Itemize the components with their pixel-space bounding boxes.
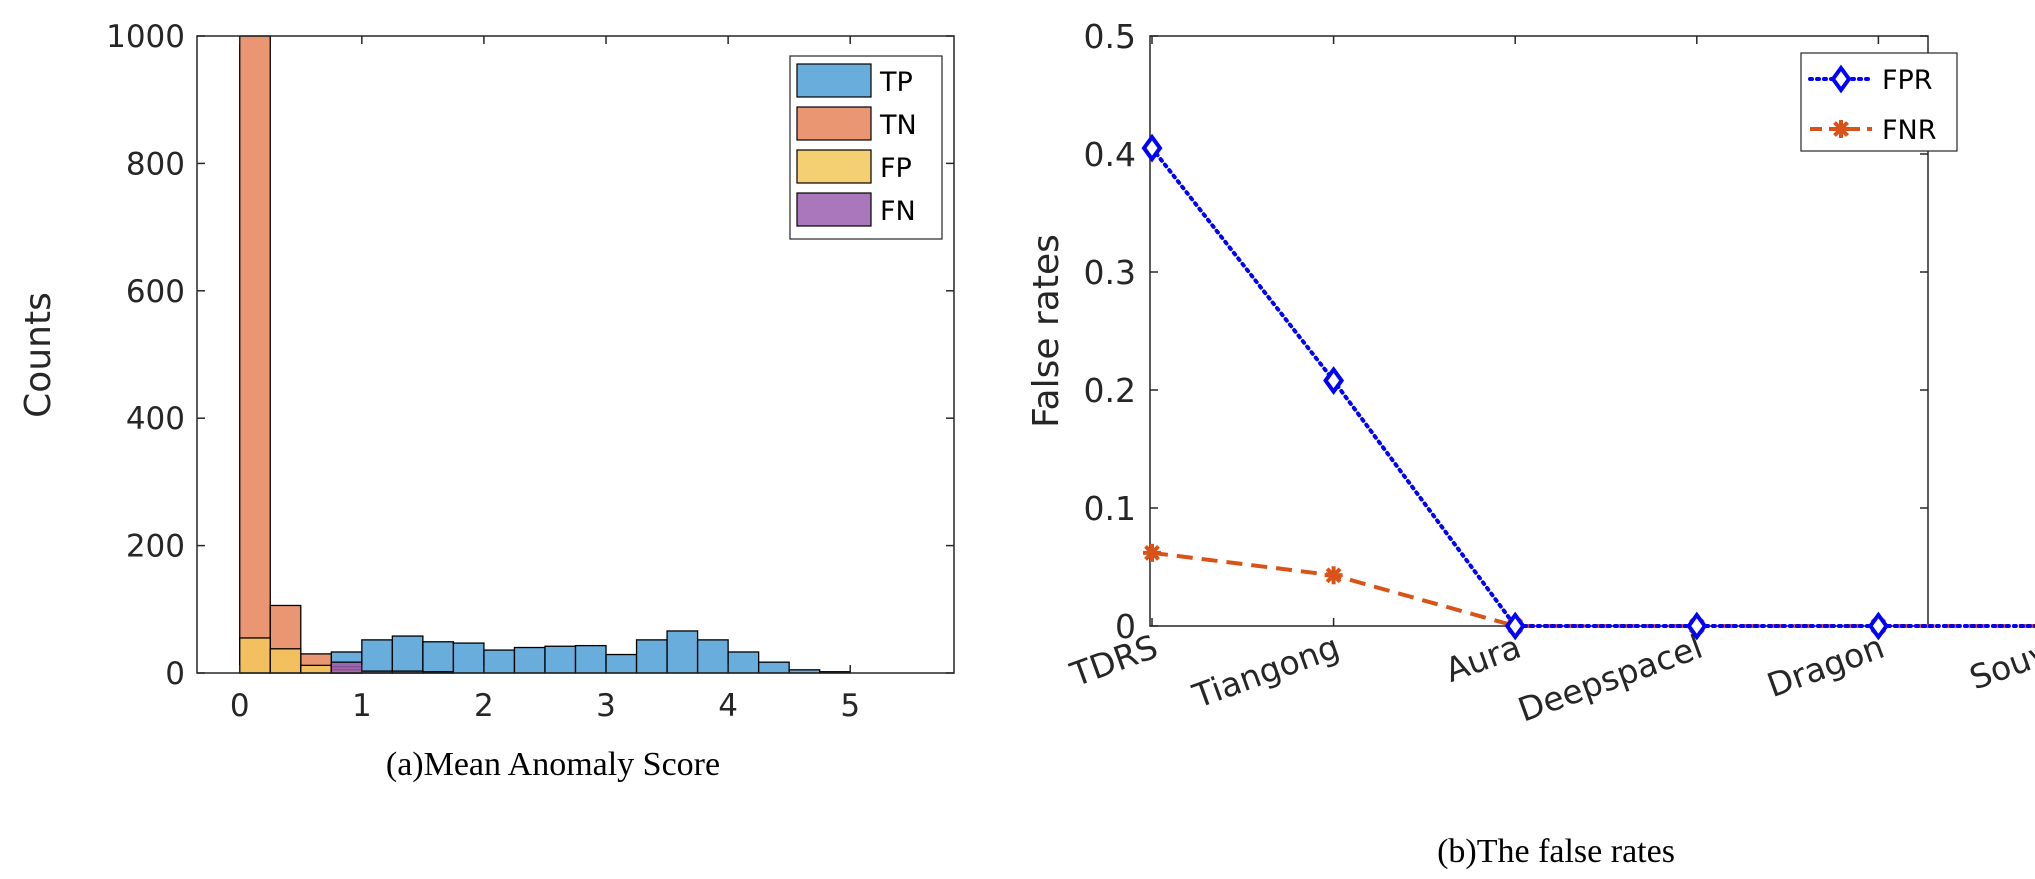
bar-tp-4 — [361, 639, 394, 674]
false-rates-panel: 00.10.20.30.40.5 TDRS Tiangong AuraDeepspa… — [1026, 17, 2035, 870]
point-fpr-3 — [1686, 611, 1708, 641]
point-fnr-1 — [1324, 566, 1343, 585]
point-fnr-0 — [1143, 543, 1161, 562]
legend-label-tp: TP — [879, 67, 913, 98]
histogram-caption: (a)Mean Anomaly Score — [386, 746, 720, 783]
bar-tp-8 — [483, 649, 516, 674]
histogram-y-ticks: 0 200 400 600 800 1000 — [106, 19, 954, 692]
y-tick-label: 0.5 — [1084, 17, 1136, 56]
false-rates-legend-box — [1800, 52, 1958, 152]
x-tick-label: Tiangong — [1187, 627, 1345, 716]
bar-tp-15 — [696, 639, 729, 674]
x-tick-label: 1 — [352, 688, 372, 724]
point-fpr-1 — [1323, 366, 1345, 395]
legend-swatch-tn — [796, 106, 872, 141]
y-tick-label: 0.4 — [1084, 135, 1136, 174]
x-tick-label: 4 — [718, 688, 738, 724]
bar-tp-5 — [391, 635, 424, 674]
y-tick-label: 400 — [126, 401, 185, 437]
legend-swatch-tp — [796, 63, 872, 98]
y-tick-label: 600 — [126, 274, 185, 310]
y-tick-label: 200 — [126, 529, 185, 565]
point-fpr-2 — [1504, 611, 1526, 641]
x-tick-label: 3 — [596, 688, 616, 724]
y-tick-label: 0.1 — [1084, 489, 1136, 528]
line-fpr — [1150, 146, 2035, 628]
legend-swatch-fn — [796, 192, 872, 227]
bar-tp-9 — [513, 646, 546, 674]
y-tick-label: 0 — [165, 656, 185, 692]
histogram-legend: TP TN FP FN — [789, 55, 943, 240]
bar-tp-17 — [757, 661, 790, 674]
x-tick-label: TDRS — [1064, 627, 1162, 695]
legend-label-tn: TN — [879, 110, 917, 141]
x-tick-label: 2 — [474, 688, 494, 724]
legend-swatch-fp — [796, 149, 872, 184]
bar-fp-2 — [300, 664, 332, 674]
bar-tp-14 — [666, 630, 699, 674]
y-tick-label: 0.3 — [1084, 253, 1136, 292]
x-tick-label: 0 — [230, 688, 250, 724]
bar-fp-1 — [269, 648, 302, 674]
bar-tn-0 — [239, 35, 271, 674]
false-rates-y-ticks: 0 0.1 0.2 0.3 0.4 0.5 — [1084, 17, 1928, 646]
histogram-axes-box — [196, 35, 955, 674]
bar-tp-10 — [544, 645, 577, 674]
bar-tp-12 — [605, 653, 638, 674]
x-tick-label: Deepspacel — [1513, 627, 1708, 730]
bar-tp-13 — [635, 639, 668, 674]
legend-marker-fnr — [1832, 120, 1850, 138]
histogram-bars — [239, 35, 851, 674]
histogram-panel: 0 1 2 3 4 5 0 200 400 600 800 1000 Counts TP TN FP FN… — [18, 19, 955, 783]
x-tick-label: Souyz — [1964, 627, 2035, 697]
false-rates-caption: (b)The false rates — [1437, 833, 1675, 870]
bar-tp-16 — [727, 651, 760, 674]
legend-label-fpr: FPR — [1882, 65, 1933, 96]
legend-label-fp: FP — [880, 153, 912, 184]
bar-tp-7 — [452, 642, 485, 674]
y-tick-label: 0.2 — [1084, 371, 1136, 410]
false-rates-legend: FPR FNR — [1800, 52, 1958, 152]
point-fpr-4 — [1867, 611, 1889, 641]
histogram-x-ticks: 0 1 2 3 4 5 — [230, 36, 860, 724]
point-fpr-0 — [1141, 133, 1163, 163]
false-rates-y-label: False rates — [1026, 234, 1067, 428]
line-fnr — [1151, 550, 2035, 628]
y-tick-label: 0 — [1115, 607, 1136, 646]
legend-label-fnr: FNR — [1882, 115, 1937, 146]
bar-fp-0 — [239, 637, 271, 674]
false-rates-lines — [1141, 133, 2035, 641]
x-tick-label: Dragon — [1762, 627, 1889, 705]
bar-tp-6 — [422, 641, 455, 674]
bar-tp-11 — [574, 644, 607, 674]
histogram-y-label: Counts — [18, 292, 59, 418]
bar-fn-0 — [330, 661, 363, 674]
y-tick-label: 800 — [126, 146, 185, 182]
legend-label-fn: FN — [880, 196, 916, 227]
legend-marker-fpr — [1830, 64, 1852, 94]
y-tick-label: 1000 — [106, 19, 185, 55]
x-tick-label: 5 — [840, 688, 860, 724]
